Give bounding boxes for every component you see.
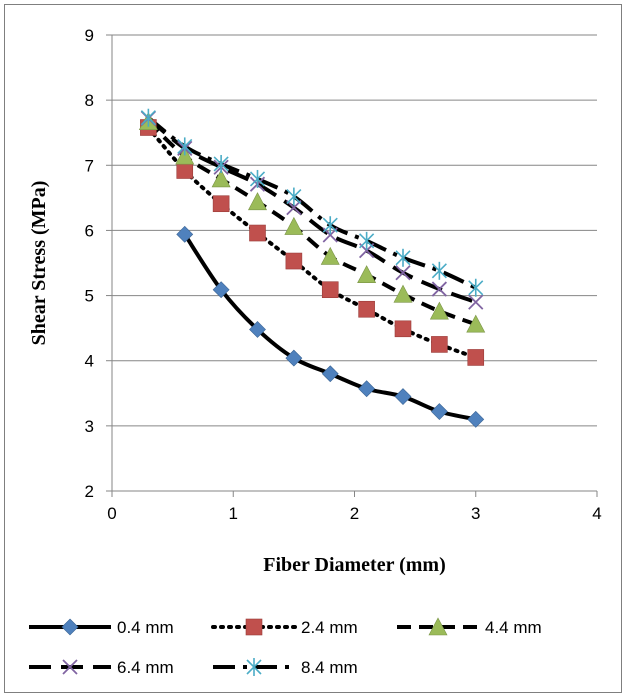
data-point-series-1 bbox=[212, 195, 230, 213]
x-tick-label: 1 bbox=[229, 504, 238, 523]
data-point-series-0 bbox=[176, 225, 194, 243]
series-lines bbox=[146, 116, 478, 422]
data-point-series-2 bbox=[211, 169, 231, 188]
data-point-series-0 bbox=[321, 365, 339, 383]
y-tick-labels: 2 3 4 5 6 7 8 9 bbox=[85, 26, 94, 501]
data-point-series-1 bbox=[394, 320, 412, 338]
data-point-series-1 bbox=[358, 300, 375, 318]
x-tick-label: 2 bbox=[350, 504, 359, 523]
data-point-series-0 bbox=[285, 349, 303, 367]
y-tick-label: 6 bbox=[85, 221, 94, 240]
data-point-series-1 bbox=[249, 224, 266, 242]
y-tick-label: 4 bbox=[85, 352, 94, 371]
data-point-series-0 bbox=[394, 388, 412, 405]
y-tick-label: 9 bbox=[85, 26, 94, 45]
y-tick-label: 2 bbox=[85, 482, 94, 501]
data-point-series-4 bbox=[359, 231, 375, 250]
marker-stroke bbox=[431, 281, 448, 297]
data-point-series-1 bbox=[431, 336, 448, 353]
data-point-series-4 bbox=[177, 137, 193, 156]
data-point-series-4 bbox=[395, 248, 411, 267]
data-point-series-4 bbox=[322, 216, 338, 235]
data-point-series-0 bbox=[467, 410, 485, 428]
data-point-series-0 bbox=[358, 380, 376, 398]
legend-label-1: 2.4 mm bbox=[301, 618, 358, 637]
series-line-2 bbox=[146, 120, 477, 327]
axes bbox=[106, 34, 598, 497]
data-point-series-1 bbox=[285, 252, 303, 270]
data-point-series-3 bbox=[431, 281, 448, 297]
data-point-series-1 bbox=[176, 162, 194, 179]
data-point-series-2 bbox=[466, 314, 486, 333]
data-point-series-4 bbox=[286, 187, 302, 206]
data-point-series-4 bbox=[213, 154, 229, 173]
x-tick-labels: 0 1 2 3 4 bbox=[107, 504, 601, 523]
data-point-series-2 bbox=[284, 216, 304, 235]
legend-marker-1 bbox=[245, 618, 263, 636]
y-tick-label: 3 bbox=[85, 417, 94, 436]
y-tick-label: 7 bbox=[85, 156, 94, 175]
data-point-series-2 bbox=[357, 265, 377, 284]
data-point-series-4 bbox=[249, 169, 266, 188]
legend-label-3: 6.4 mm bbox=[117, 658, 174, 677]
y-tick-label: 5 bbox=[85, 287, 94, 306]
data-point-series-2 bbox=[175, 146, 195, 165]
data-point-series-4 bbox=[431, 261, 447, 280]
legend-marker-4 bbox=[246, 658, 262, 676]
legend-label-4: 8.4 mm bbox=[301, 658, 358, 677]
y-tick-label: 8 bbox=[85, 91, 94, 110]
series-markers bbox=[138, 108, 486, 428]
legend-marker-0 bbox=[61, 618, 79, 636]
data-point-series-3 bbox=[286, 199, 302, 216]
x-tick-label: 3 bbox=[471, 504, 480, 523]
data-point-series-0 bbox=[430, 403, 448, 420]
marker-stroke bbox=[468, 294, 484, 310]
data-point-series-4 bbox=[140, 108, 156, 127]
data-point-series-0 bbox=[249, 321, 266, 338]
data-point-series-2 bbox=[320, 246, 340, 265]
series-line-1 bbox=[146, 125, 478, 360]
x-tick-label: 4 bbox=[592, 504, 601, 523]
data-point-series-3 bbox=[395, 265, 411, 281]
legend-label-2: 4.4 mm bbox=[485, 618, 542, 637]
x-axis-title: Fiber Diameter (mm) bbox=[263, 554, 446, 576]
series-line-4 bbox=[147, 116, 477, 290]
marker-stroke bbox=[286, 199, 302, 216]
legend-marker-3 bbox=[62, 659, 78, 675]
data-point-series-1 bbox=[321, 281, 339, 299]
series-line-3 bbox=[147, 116, 477, 304]
data-point-series-2 bbox=[429, 301, 449, 320]
data-point-series-0 bbox=[212, 281, 230, 299]
y-axis-title: Shear Stress (MPa) bbox=[28, 181, 50, 346]
data-point-series-2 bbox=[393, 284, 413, 303]
data-point-series-4 bbox=[468, 278, 484, 297]
x-tick-label: 0 bbox=[107, 504, 116, 523]
marker-stroke bbox=[395, 265, 411, 281]
data-point-series-2 bbox=[248, 192, 267, 211]
line-chart: 2 3 4 5 6 7 8 9 0 1 2 3 4 Fiber Diameter (mm) Shear… bbox=[28, 26, 602, 677]
marker-stroke bbox=[62, 659, 78, 675]
chart-frame: 2 3 4 5 6 7 8 9 0 1 2 3 4 Fiber Diameter (mm) Shear… bbox=[4, 4, 622, 693]
legend-label-0: 0.4 mm bbox=[117, 618, 174, 637]
data-point-series-1 bbox=[467, 349, 485, 366]
data-point-series-3 bbox=[468, 294, 484, 310]
legend: 0.4 mm 2.4 mm 4.4 mm 6.4 mm 8.4 mm bbox=[29, 617, 542, 677]
legend-marker-2 bbox=[428, 617, 448, 636]
